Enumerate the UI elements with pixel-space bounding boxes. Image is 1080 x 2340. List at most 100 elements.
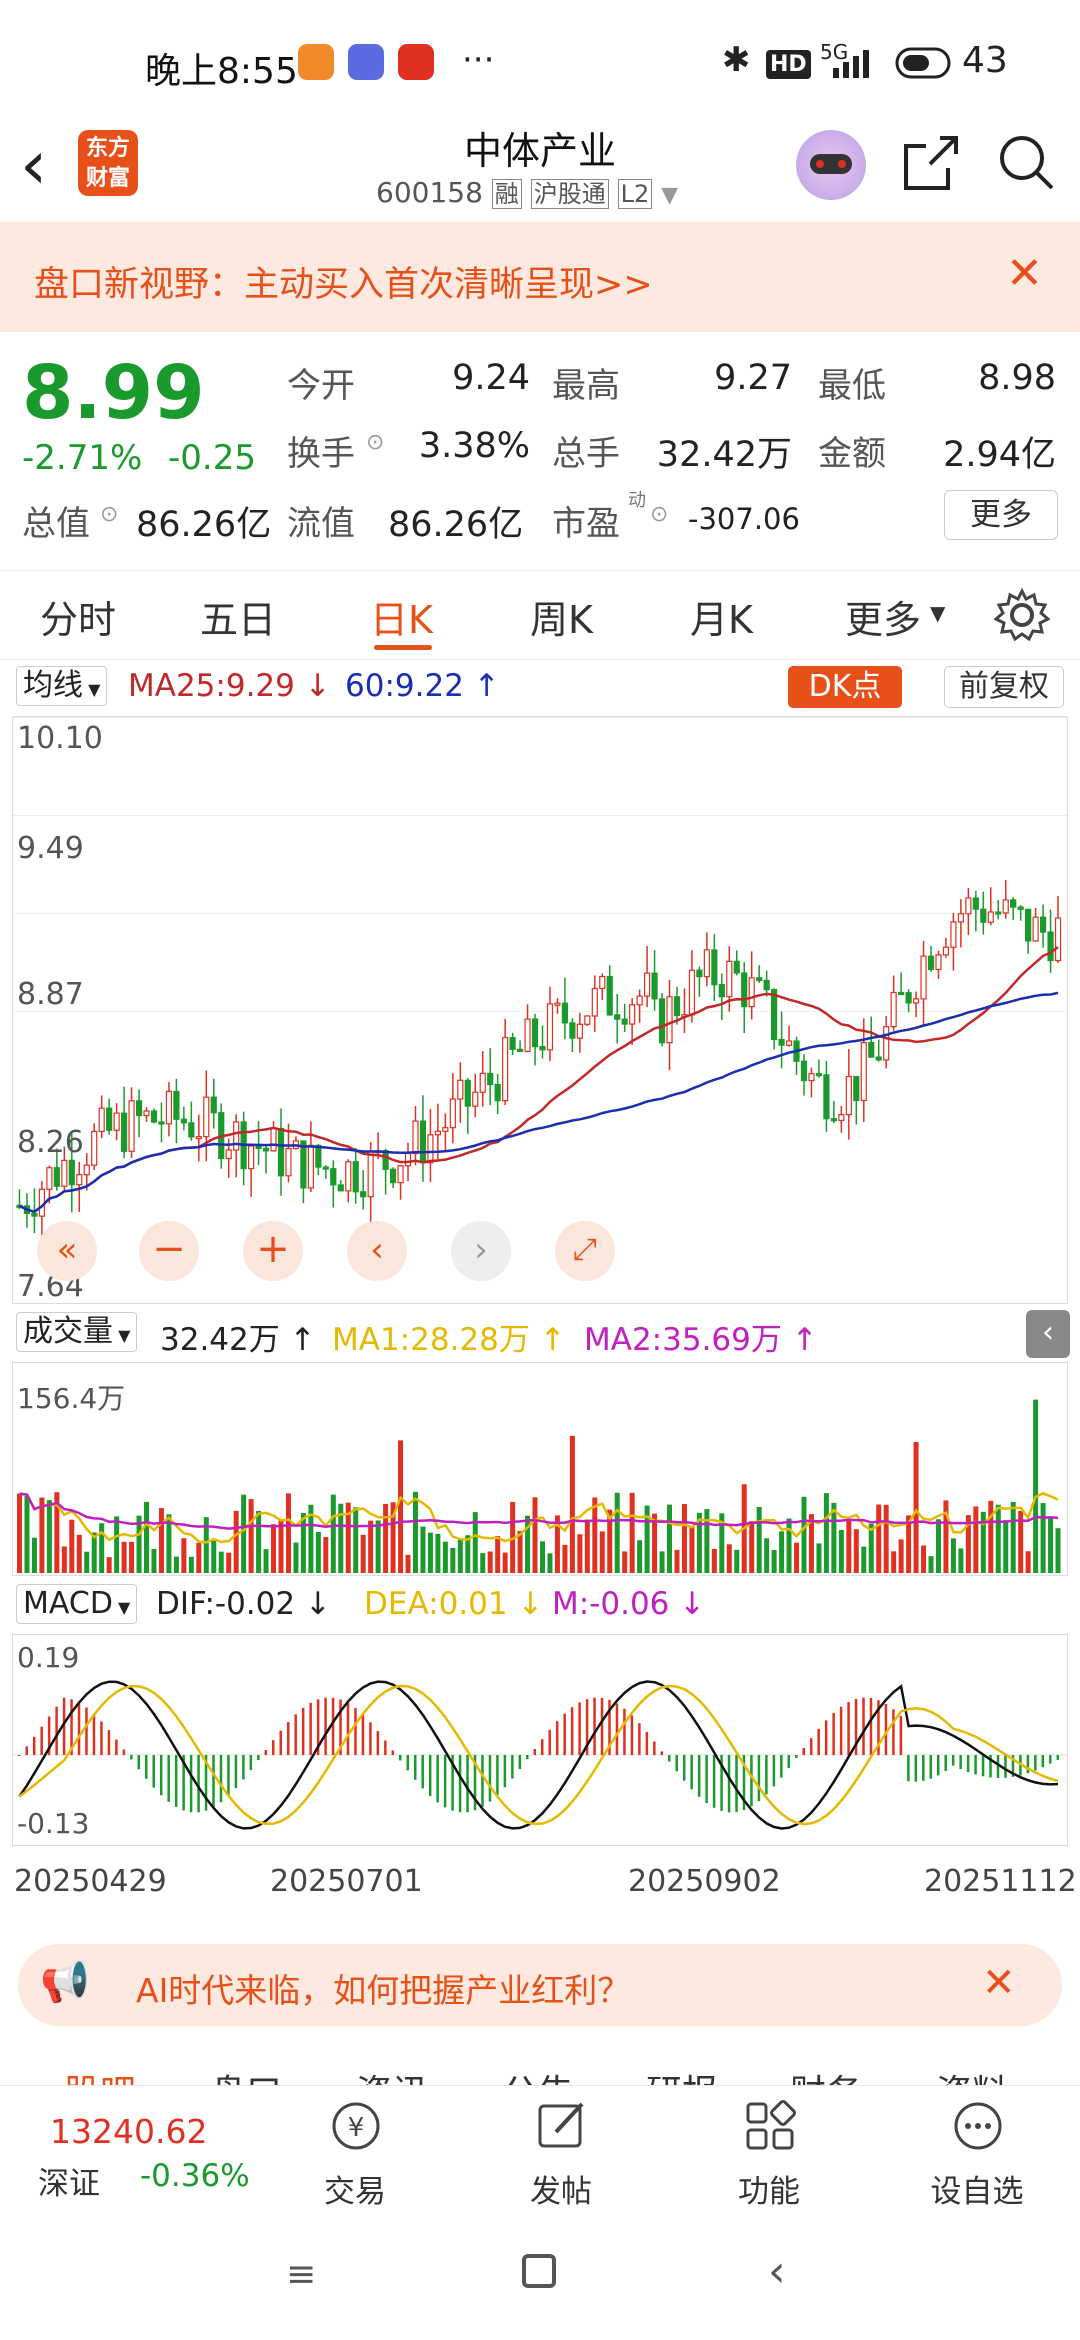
kline-chart[interactable]: 10.10 9.49 8.87 8.26 7.64 « − + ‹ › ⤢ [12, 716, 1068, 1304]
banner-text[interactable]: 盘口新视野：主动买入首次清晰呈现>> [34, 265, 653, 305]
brand-logo[interactable]: 东方 财富 [78, 130, 138, 196]
candle-body [225, 1149, 232, 1160]
tab-minute[interactable]: 分时 [40, 598, 117, 642]
candle-body [135, 1100, 143, 1117]
macd-bar [339, 1699, 342, 1755]
nav-trade[interactable]: ¥ 交易 [290, 2086, 420, 2211]
fullscreen-icon[interactable]: ⤢ [555, 1221, 615, 1281]
volume-bar [368, 1520, 374, 1573]
macd-bar [361, 1714, 365, 1755]
volume-bar [502, 1552, 508, 1573]
tab-weekly-k[interactable]: 周K [530, 598, 593, 642]
ma-legend-row: 均线 ▼ MA25:9.29 ↓ 60:9.22 ↑ DK点 前复权 [0, 662, 1080, 714]
subtab-orderbook[interactable]: 盘口 [210, 2064, 282, 2085]
tab-five-day[interactable]: 五日 [200, 598, 277, 642]
tab-daily-k[interactable]: 日K [370, 598, 433, 642]
ai-promo-text[interactable]: AI时代来临，如何把握产业红利？ [136, 1971, 631, 2010]
macd-bar [847, 1702, 850, 1755]
candle-body [464, 1079, 471, 1107]
vol-ma2-label: MA2:35.69万 ↑ [584, 1322, 818, 1358]
chevron-down-icon[interactable]: ▼ [930, 601, 946, 625]
volume-bar [906, 1515, 912, 1573]
volume-bar [353, 1507, 359, 1573]
macd-bar [234, 1755, 238, 1789]
macd-bar [1041, 1755, 1045, 1768]
index-name[interactable]: 深证 [38, 2166, 100, 2202]
more-button[interactable]: 更多 [944, 490, 1058, 540]
macd-bar [697, 1755, 701, 1797]
promo-banner[interactable]: 盘口新视野：主动买入首次清晰呈现>> ✕ [0, 222, 1080, 332]
chevron-down-icon[interactable]: ▼ [661, 183, 679, 208]
nav-add-watchlist[interactable]: 设自选 [912, 2086, 1042, 2211]
collapse-panel-button[interactable]: ‹ [1026, 1310, 1070, 1358]
back-icon[interactable]: ‹ [768, 2246, 786, 2297]
zoom-in-icon[interactable]: + [243, 1221, 303, 1281]
info-icon[interactable]: ⊙ [366, 430, 385, 455]
macd-bar [1034, 1755, 1037, 1771]
ai-assistant-avatar[interactable] [796, 130, 866, 200]
info-icon[interactable]: ⊙ [650, 502, 669, 527]
tab-monthly-k[interactable]: 月K [690, 598, 753, 642]
pe-superscript: 动 [628, 490, 646, 511]
subtab-announcements[interactable]: 公告 [502, 2064, 574, 2085]
candle-body [502, 1037, 509, 1102]
rewind-icon[interactable]: « [37, 1221, 97, 1281]
index-value[interactable]: 13240.62 [50, 2112, 208, 2151]
nav-add-watchlist-label: 设自选 [930, 2174, 1024, 2210]
ma-selector[interactable]: 均线 ▼ [16, 666, 108, 706]
candle-body [599, 975, 606, 990]
zoom-out-icon[interactable]: − [139, 1221, 199, 1281]
volume-bar [898, 1539, 904, 1573]
candle-body [180, 1118, 187, 1124]
macd-bar [159, 1755, 163, 1796]
search-icon[interactable] [994, 130, 1058, 194]
subtab-forum[interactable]: 股吧 [64, 2064, 136, 2085]
change-percent: -2.71% [22, 438, 143, 478]
subtab-profile[interactable]: 资料 [936, 2064, 1008, 2085]
volume-chart[interactable]: 156.4万 [12, 1362, 1068, 1576]
volume-bar [106, 1557, 112, 1573]
volume-bar [577, 1534, 583, 1573]
subtab-news[interactable]: 资讯 [356, 2064, 428, 2085]
back-button[interactable]: ‹ [20, 126, 48, 205]
macd-chart[interactable]: 0.19 -0.13 [12, 1634, 1068, 1846]
tab-more[interactable]: 更多 [845, 598, 922, 642]
indicator-selector[interactable]: 成交量 ▼ [16, 1312, 138, 1352]
subtab-research[interactable]: 研报 [646, 2064, 718, 2085]
volume-bar [1055, 1528, 1061, 1573]
candle-body [853, 1075, 860, 1102]
prev-icon[interactable]: ‹ [347, 1221, 407, 1281]
date-label: 20250429 [14, 1864, 167, 1899]
macd-bar [593, 1697, 596, 1755]
home-icon[interactable] [522, 2254, 556, 2288]
candle-body [748, 977, 755, 1008]
volume-bar [622, 1551, 628, 1573]
macd-bar [309, 1702, 312, 1755]
next-icon[interactable]: › [451, 1221, 511, 1281]
menu-icon[interactable]: ≡ [286, 2254, 317, 2295]
macd-bar [892, 1709, 895, 1755]
close-icon[interactable]: ✕ [1006, 248, 1043, 299]
vol-ma2-line [19, 1492, 1059, 1530]
info-icon[interactable]: ⊙ [100, 502, 119, 527]
subtab-finance[interactable]: 财务 [790, 2064, 862, 2085]
tag-connect: 沪股通 [530, 179, 609, 209]
macd-bar [85, 1707, 88, 1755]
gear-icon[interactable] [994, 587, 1050, 643]
volume-bar [39, 1497, 45, 1573]
candle-body [494, 1083, 501, 1102]
macd-bar [272, 1740, 275, 1755]
macd-bar [668, 1755, 671, 1762]
share-icon[interactable] [900, 132, 962, 194]
dk-point-button[interactable]: DK点 [788, 666, 902, 708]
nav-post[interactable]: 发帖 [496, 2086, 626, 2211]
ai-promo-banner[interactable]: 📢 AI时代来临，如何把握产业红利？ ✕ [18, 1944, 1062, 2026]
candle-body [389, 1168, 397, 1184]
nav-functions[interactable]: 功能 [704, 2086, 834, 2211]
index-change[interactable]: -0.36% [140, 2158, 250, 2194]
volume-bar [726, 1544, 732, 1573]
adjust-button[interactable]: 前复权 [944, 666, 1064, 708]
macd-selector[interactable]: MACD ▼ [16, 1584, 138, 1624]
close-icon[interactable]: ✕ [982, 1960, 1016, 2006]
volume-bar [786, 1518, 792, 1573]
